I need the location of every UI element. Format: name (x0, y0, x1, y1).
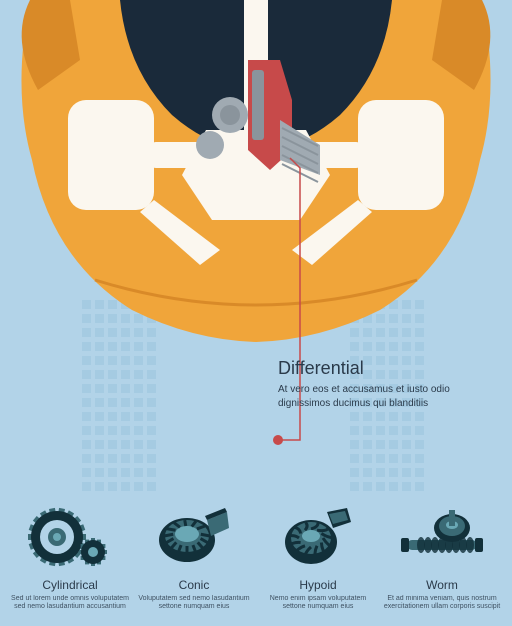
gear-desc: Nemo enim ipsam voluputatem settone numq… (259, 595, 377, 613)
gear-item-cylindrical: Cylindrical Sed ut lorem unde omnis volup… (11, 502, 129, 613)
gear-label: Worm (426, 578, 458, 592)
cylindrical-gear-icon (25, 502, 115, 572)
callout-desc: At vero eos et accusamus et iusto odio d… (278, 383, 478, 410)
worm-gear-icon (397, 502, 487, 572)
gear-desc: Voluputatem sed nemo lasudantium settone… (135, 595, 253, 613)
gear-desc: Sed ut lorem unde omnis voluputatem sed … (11, 595, 129, 613)
infographic-canvas: Differential At vero eos et accusamus et… (0, 0, 512, 626)
callout-title: Differential (278, 358, 478, 379)
gear-desc: Et ad minima veniam, quis nostrum exerci… (383, 595, 501, 613)
conic-gear-icon (149, 502, 239, 572)
gear-item-hypoid: Hypoid Nemo enim ipsam voluputatem setton… (259, 502, 377, 613)
gear-label: Conic (179, 578, 210, 592)
callout-text: Differential At vero eos et accusamus et… (278, 358, 478, 410)
gear-item-conic: Conic Voluputatem sed nemo lasudantium se… (135, 502, 253, 613)
gear-label: Hypoid (299, 578, 336, 592)
hypoid-gear-icon (273, 502, 363, 572)
car-diagram (0, 0, 512, 380)
gear-label: Cylindrical (42, 578, 97, 592)
gear-item-worm: Worm Et ad minima veniam, quis nostrum ex… (383, 502, 501, 613)
gear-type-row: Cylindrical Sed ut lorem unde omnis volup… (0, 502, 512, 613)
